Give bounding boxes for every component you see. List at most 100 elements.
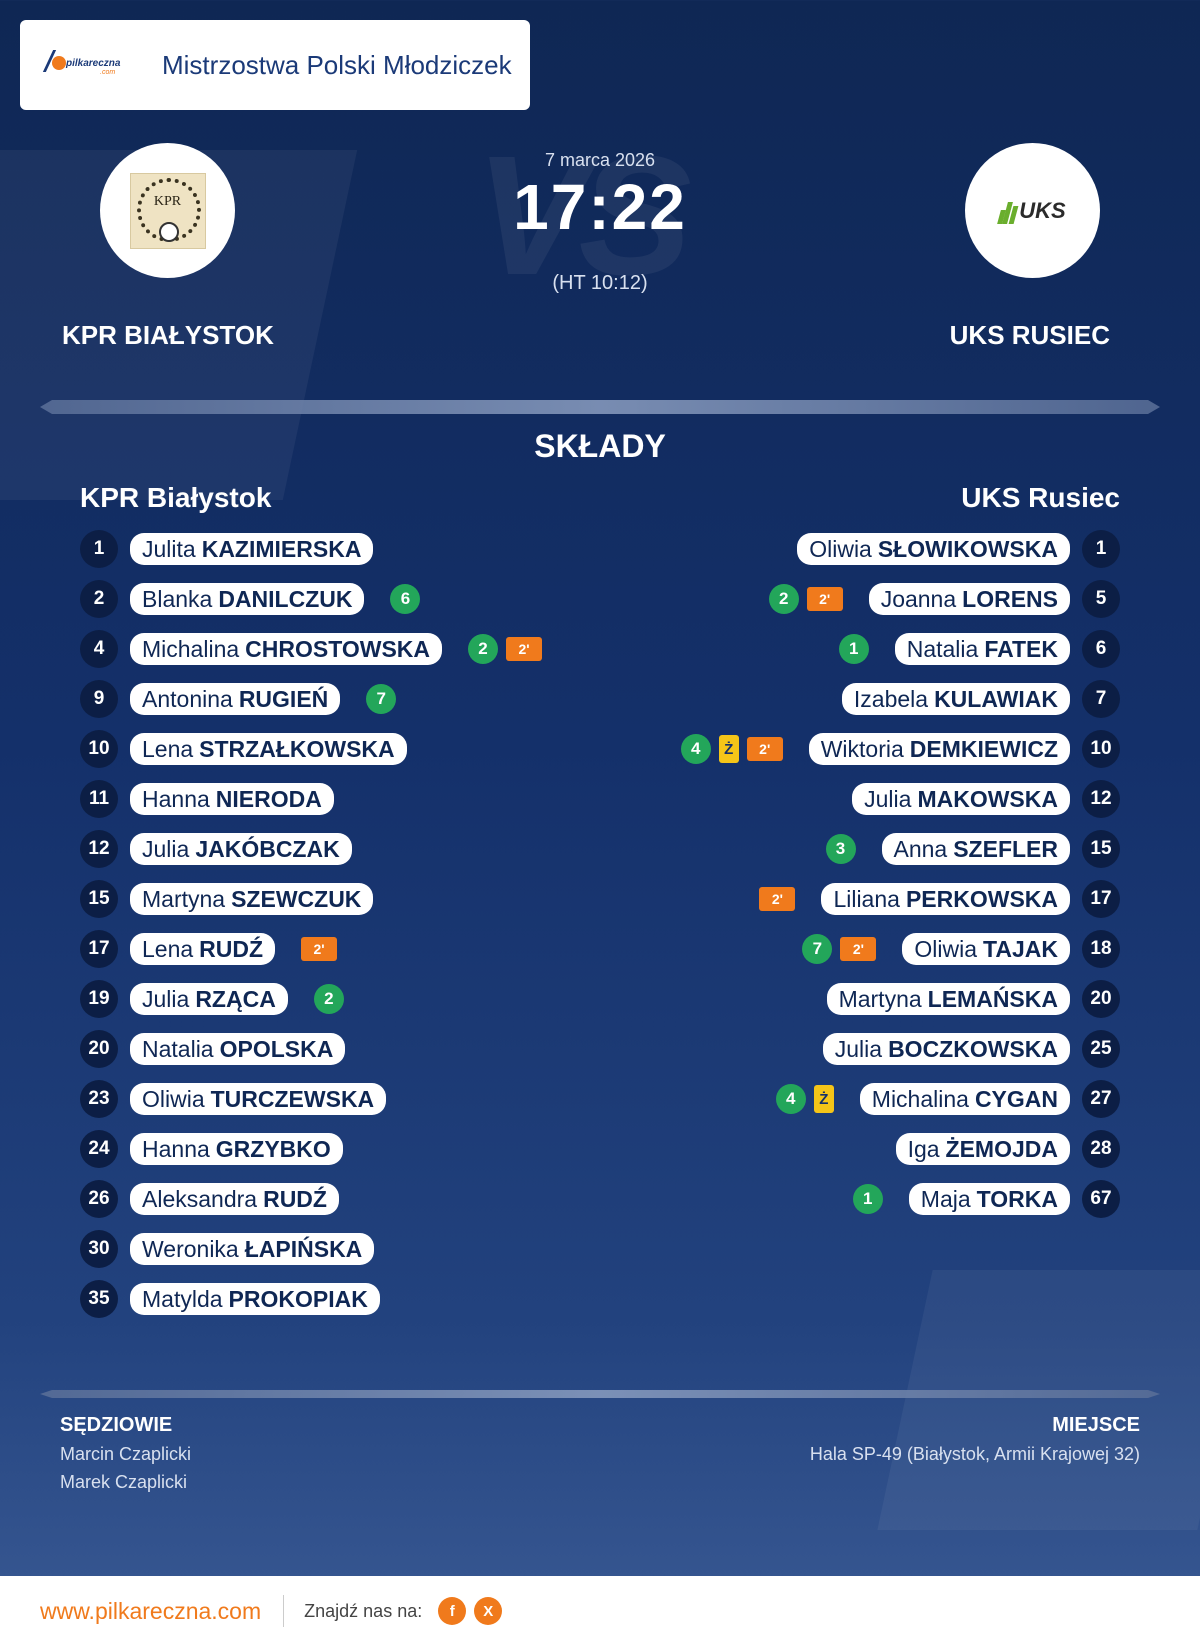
- player-row: 10 Lena STRZAŁKOWSKA: [80, 724, 640, 774]
- player-name: Blanka DANILCZUK: [130, 583, 365, 615]
- player-first-name: Lena: [142, 935, 194, 962]
- player-row: 26 Aleksandra RUDŹ: [80, 1174, 640, 1224]
- player-name: Lena RUDŹ: [130, 933, 276, 965]
- away-team-name: UKS RUSIEC: [949, 320, 1110, 350]
- player-stats: 1: [852, 1184, 883, 1214]
- player-first-name: Hanna: [142, 785, 210, 812]
- player-name: Aleksandra RUDŹ: [130, 1183, 339, 1215]
- player-first-name: Antonina: [142, 685, 233, 712]
- shirt-number: 10: [1082, 730, 1120, 768]
- player-name: Julita KAZIMIERSKA: [130, 533, 374, 565]
- player-last-name: NIERODA: [215, 785, 322, 812]
- player-name: Liliana PERKOWSKA: [821, 883, 1070, 915]
- player-first-name: Julita: [142, 535, 196, 562]
- player-last-name: JAKÓBCZAK: [195, 835, 340, 862]
- shirt-number: 9: [80, 680, 118, 718]
- shirt-number: 28: [1082, 1130, 1120, 1168]
- player-last-name: KAZIMIERSKA: [201, 535, 362, 562]
- goals-badge: 6: [390, 584, 421, 614]
- player-last-name: DEMKIEWICZ: [909, 735, 1058, 762]
- shirt-number: 1: [80, 530, 118, 568]
- website-link[interactable]: www.pilkareczna.com: [40, 1597, 262, 1624]
- player-row: 4 Ż Michalina CYGAN 27: [560, 1074, 1120, 1124]
- player-row: 4 Michalina CHROSTOWSKA 2 2': [80, 624, 640, 674]
- shirt-number: 27: [1082, 1080, 1120, 1118]
- goals-badge: 1: [852, 1184, 883, 1214]
- shirt-number: 17: [80, 930, 118, 968]
- player-row: Izabela KULAWIAK 7: [560, 674, 1120, 724]
- player-name: Julia RZĄCA: [130, 983, 288, 1015]
- player-last-name: KULAWIAK: [934, 685, 1058, 712]
- away-lineup: Oliwia SŁOWIKOWSKA 1 2 2' Joanna LORENS 5 1 Natal…: [560, 524, 1120, 1224]
- player-first-name: Maja: [920, 1185, 971, 1212]
- player-last-name: LEMAŃSKA: [927, 985, 1058, 1012]
- player-name: Iga ŻEMOJDA: [895, 1133, 1070, 1165]
- section-divider: [40, 400, 1160, 414]
- player-stats: 2': [301, 937, 338, 961]
- player-first-name: Lena: [142, 735, 194, 762]
- yellow-card-icon: Ż: [718, 735, 739, 763]
- player-row: 1 Natalia FATEK 6: [560, 624, 1120, 674]
- player-row: 20 Natalia OPOLSKA: [80, 1024, 640, 1074]
- shirt-number: 26: [80, 1180, 118, 1218]
- player-row: Julia MAKOWSKA 12: [560, 774, 1120, 824]
- shirt-number: 20: [1082, 980, 1120, 1018]
- player-row: Martyna LEMAŃSKA 20: [560, 974, 1120, 1024]
- player-stats: 3: [825, 834, 856, 864]
- player-last-name: RUDŹ: [199, 935, 264, 962]
- shirt-number: 15: [1082, 830, 1120, 868]
- shirt-number: 15: [80, 880, 118, 918]
- referee-name: Marcin Czaplicki: [60, 1444, 192, 1464]
- shirt-number: 25: [1082, 1030, 1120, 1068]
- player-last-name: TAJAK: [983, 935, 1058, 962]
- player-name: Matylda PROKOPIAK: [130, 1283, 380, 1315]
- away-lineup-title: UKS Rusiec: [961, 482, 1120, 513]
- player-first-name: Julia: [834, 1035, 883, 1062]
- player-name: Weronika ŁAPIŃSKA: [130, 1233, 375, 1265]
- suspension-badge: 2': [840, 937, 877, 961]
- shirt-number: 11: [80, 780, 118, 818]
- player-stats: 1: [838, 634, 869, 664]
- home-team-name: KPR BIAŁYSTOK: [62, 320, 274, 350]
- player-row: 24 Hanna GRZYBKO: [80, 1124, 640, 1174]
- shirt-number: 19: [80, 980, 118, 1018]
- player-first-name: Martyna: [142, 885, 226, 912]
- player-last-name: MAKOWSKA: [917, 785, 1058, 812]
- uks-crest-icon: UKS: [997, 198, 1066, 224]
- player-name: Julia MAKOWSKA: [852, 783, 1070, 815]
- player-row: 2' Liliana PERKOWSKA 17: [560, 874, 1120, 924]
- player-last-name: BOCZKOWSKA: [888, 1035, 1058, 1062]
- player-row: Oliwia SŁOWIKOWSKA 1: [560, 524, 1120, 574]
- venue-name: Hala SP-49 (Białystok, Armii Krajowej 32…: [809, 1444, 1140, 1464]
- player-row: 3 Anna SZEFLER 15: [560, 824, 1120, 874]
- referees-label: SĘDZIOWIE: [60, 1414, 173, 1436]
- player-stats: 7 2': [802, 934, 877, 964]
- player-last-name: FATEK: [984, 635, 1058, 662]
- player-first-name: Wiktoria: [820, 735, 904, 762]
- background-shape: [877, 1270, 1200, 1530]
- player-name: Lena STRZAŁKOWSKA: [130, 733, 407, 765]
- halftime-score: (HT 10:12): [552, 272, 648, 294]
- yellow-card-icon: Ż: [813, 1085, 834, 1113]
- player-last-name: LORENS: [962, 585, 1058, 612]
- goals-badge: 2: [313, 984, 344, 1014]
- suspension-badge: 2': [759, 887, 796, 911]
- player-last-name: OPOLSKA: [219, 1035, 334, 1062]
- final-score: 17:22: [513, 171, 687, 243]
- x-icon[interactable]: X: [474, 1597, 503, 1625]
- player-last-name: GRZYBKO: [215, 1135, 331, 1162]
- player-first-name: Julia: [864, 785, 912, 812]
- suspension-badge: 2': [506, 637, 543, 661]
- player-first-name: Martyna: [838, 985, 922, 1012]
- player-name: Anna SZEFLER: [881, 833, 1070, 865]
- player-name: Hanna GRZYBKO: [130, 1133, 343, 1165]
- player-last-name: STRZAŁKOWSKA: [199, 735, 395, 762]
- player-first-name: Aleksandra: [142, 1185, 258, 1212]
- player-stats: 6: [390, 584, 421, 614]
- facebook-icon[interactable]: f: [438, 1597, 467, 1625]
- player-first-name: Oliwia: [809, 535, 872, 562]
- player-first-name: Liliana: [833, 885, 900, 912]
- shirt-number: 10: [80, 730, 118, 768]
- player-stats: 2 2': [468, 634, 543, 664]
- player-name: Martyna LEMAŃSKA: [826, 983, 1070, 1015]
